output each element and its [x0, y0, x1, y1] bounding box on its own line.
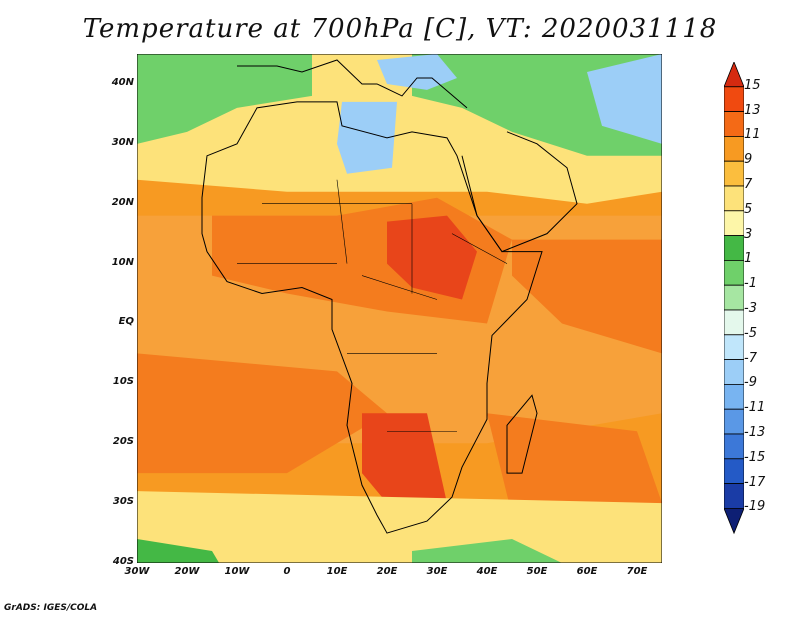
country-border — [361, 275, 438, 300]
colorbar-tick-label: -9 — [744, 375, 757, 391]
colorbar-swatch — [723, 185, 745, 212]
x-tick-label: 60E — [576, 566, 598, 577]
colorbar-tick-label: 3 — [744, 226, 753, 242]
colorbar-tick-label: 1 — [744, 251, 753, 267]
field-southwest-green — [137, 539, 220, 563]
y-tick-label: 40N — [111, 76, 134, 88]
colorbar-swatch — [723, 160, 745, 187]
colorbar-swatch — [723, 284, 745, 311]
x-tick-label: 30W — [124, 566, 150, 577]
country-border — [451, 233, 508, 264]
x-tick-label: 20E — [376, 566, 398, 577]
colorbar-swatch — [723, 483, 745, 509]
x-tick-label: 50E — [526, 566, 548, 577]
x-tick-label: 0 — [283, 566, 291, 577]
colorbar-swatch — [723, 86, 745, 112]
field-sudan-hot — [387, 215, 477, 300]
country-border — [336, 179, 348, 264]
field-northwest-green — [137, 54, 312, 144]
colorbar-tick-label: -17 — [744, 474, 766, 490]
africa-coastline — [201, 101, 543, 534]
x-tick-label: 70E — [626, 566, 648, 577]
colorbar-swatch — [723, 309, 745, 336]
y-tick-label: EQ — [118, 316, 134, 328]
colorbar-swatch — [723, 136, 745, 162]
colorbar-tick-label: -3 — [744, 301, 757, 316]
y-tick-label: 40S — [112, 556, 134, 567]
colorbar-tick-label: -11 — [744, 400, 766, 416]
field-south-mild — [137, 491, 662, 563]
x-tick-label: 30E — [426, 566, 448, 577]
x-tick-label: 40E — [476, 566, 498, 577]
colorbar-tick-label: 7 — [744, 177, 753, 192]
colorbar-swatch — [723, 334, 745, 360]
field-south-green — [412, 539, 562, 563]
y-tick-label: 10S — [112, 376, 134, 388]
europe-coastline — [237, 59, 468, 109]
colorbar-tick-label: -7 — [744, 350, 757, 366]
colorbar-swatch — [723, 235, 745, 261]
field-libya-cold — [337, 101, 397, 174]
field-arabiansea-warm — [512, 239, 662, 354]
arabia-coastline — [461, 131, 578, 253]
coastline-layer — [201, 59, 578, 534]
y-tick-label: 20N — [111, 196, 134, 208]
colorbar-swatch — [723, 433, 745, 460]
x-tick-label: 10E — [326, 566, 348, 577]
colorbar-swatch — [723, 111, 745, 137]
colorbar-tick-label: 5 — [744, 201, 753, 217]
colorbar-swatch — [723, 210, 745, 237]
colorbar-tick-label: -5 — [744, 325, 757, 341]
colorbar-tick-label: -15 — [744, 449, 766, 465]
colorbar — [723, 60, 745, 562]
field-balkans-cold — [377, 54, 457, 90]
x-tick-label: 20W — [174, 566, 200, 577]
y-tick-label: 30N — [111, 136, 134, 148]
colorbar-tick-label: -19 — [744, 499, 766, 515]
colorbar-tick-label: 15 — [744, 77, 761, 93]
madagascar-coastline — [506, 394, 538, 474]
colorbar-swatch — [723, 507, 745, 535]
credit-label: GrADS: IGES/COLA — [4, 603, 98, 613]
colorbar-tick-label: -1 — [744, 276, 757, 292]
field-kalahari-hot — [362, 413, 447, 516]
colorbar-swatch — [723, 60, 745, 88]
field-layer — [137, 54, 662, 563]
field-atlantic-warm — [137, 353, 387, 474]
colorbar-swatch — [723, 458, 745, 484]
colorbar-tick-label: 9 — [744, 152, 753, 168]
y-tick-label: 10N — [111, 256, 134, 268]
colorbar-tick-label: -13 — [744, 425, 766, 440]
field-iran-cold — [587, 54, 662, 144]
colorbar-swatch — [723, 408, 745, 435]
colorbar-swatch — [723, 259, 745, 286]
y-tick-label: 30S — [112, 496, 134, 508]
colorbar-swatch — [723, 383, 745, 410]
colorbar-swatch — [723, 359, 745, 385]
x-tick-label: 10W — [224, 566, 250, 577]
colorbar-tick-label: 11 — [744, 127, 761, 143]
colorbar-swatches — [723, 60, 745, 535]
chart-title: Temperature at 700hPa [C], VT: 202003111… — [82, 14, 718, 44]
temperature-map — [137, 54, 662, 563]
y-tick-label: 20S — [112, 436, 134, 448]
colorbar-tick-label: 13 — [744, 102, 761, 118]
map-panel — [137, 54, 662, 563]
